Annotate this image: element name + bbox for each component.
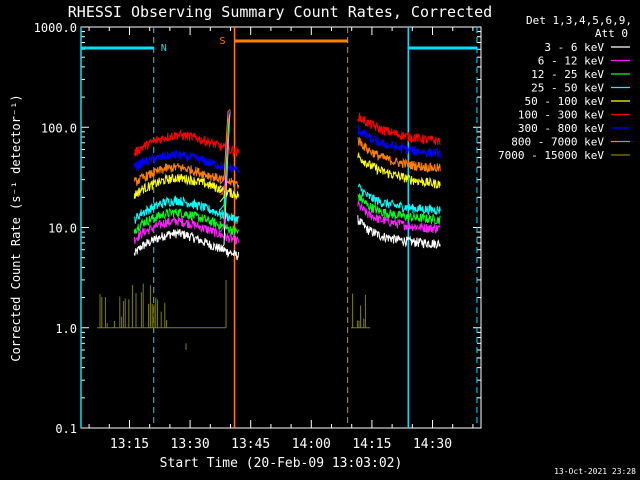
x-tick-label: 13:45	[231, 437, 270, 452]
footer-timestamp: 13-Oct-2021 23:28	[554, 467, 636, 476]
series-line	[133, 195, 240, 224]
series-line	[357, 193, 441, 225]
series-line	[357, 125, 441, 159]
series-line	[133, 173, 240, 201]
series-line	[133, 228, 240, 261]
series-line	[133, 129, 240, 158]
legend-entry-label: 300 - 800 keV	[518, 122, 604, 135]
legend-entry-label: 6 - 12 keV	[538, 55, 605, 68]
series-line	[357, 112, 441, 146]
legend-entry-label: 3 - 6 keV	[544, 41, 604, 54]
series-line	[357, 136, 441, 174]
legend-header-line1: Det 1,3,4,5,6,9,	[526, 14, 632, 27]
x-tick-label: 14:30	[413, 437, 452, 452]
x-tick-label: 14:00	[292, 437, 331, 452]
x-axis-label: Start Time (20-Feb-09 13:03:02)	[160, 456, 403, 471]
series-line	[133, 163, 240, 189]
y-axis-label: Corrected Count Rate (s⁻¹ detector⁻¹)	[9, 94, 23, 361]
series-line	[133, 215, 240, 246]
legend-entry-label: 12 - 25 keV	[531, 68, 604, 81]
x-tick-label: 13:15	[110, 437, 149, 452]
night-label: N	[161, 43, 167, 54]
legend-entry-label: 25 - 50 keV	[531, 82, 604, 95]
series-line	[357, 152, 441, 189]
y-axis: 0.1 1.0 10.0 100.0 1000.0	[34, 21, 481, 436]
y-tick-label: 0.1	[55, 422, 77, 436]
x-tick-label: 14:15	[352, 437, 391, 452]
legend-entry-label: 7000 - 15000 keV	[498, 149, 604, 162]
series-line	[357, 215, 441, 249]
series-line	[133, 207, 240, 235]
flare-spike	[219, 109, 231, 185]
legend-entry-label: 800 - 7000 keV	[511, 136, 604, 149]
series-line	[357, 200, 441, 235]
y-tick-label: 10.0	[48, 222, 77, 236]
legend-header-line2: Att 0	[595, 27, 628, 40]
legend-entry-label: 50 - 100 keV	[525, 95, 605, 108]
x-tick-label: 13:30	[171, 437, 210, 452]
series-line	[133, 149, 240, 174]
legend-entry-label: 100 - 300 keV	[518, 109, 604, 122]
x-axis: 13:15 13:30 13:45 14:00 14:15 14:30	[88, 27, 474, 452]
series-line	[357, 183, 441, 216]
y-tick-label: 1000.0	[34, 21, 77, 35]
y-tick-label: 1.0	[55, 322, 77, 336]
series-lines	[97, 109, 441, 350]
saa-label: S	[220, 36, 226, 47]
chart-title: RHESSI Observing Summary Count Rates, Co…	[68, 3, 492, 21]
y-tick-label: 100.0	[41, 121, 77, 135]
